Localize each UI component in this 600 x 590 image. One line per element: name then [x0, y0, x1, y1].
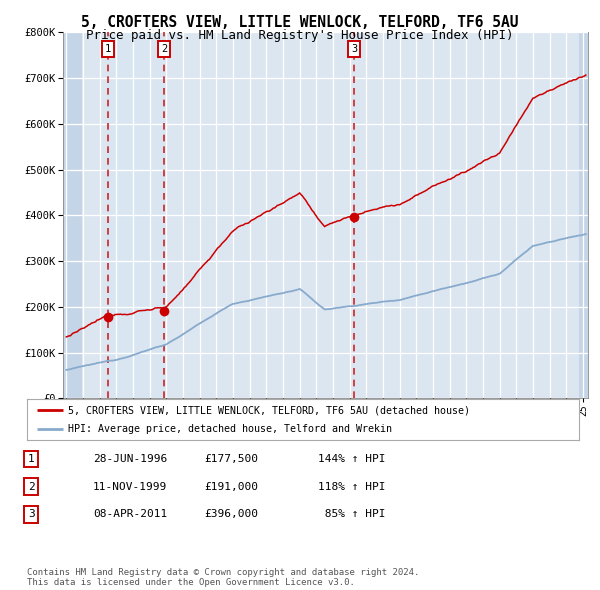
Text: 08-APR-2011: 08-APR-2011 — [93, 510, 167, 519]
Text: 1: 1 — [28, 454, 35, 464]
Bar — [63, 32, 82, 398]
Text: 28-JUN-1996: 28-JUN-1996 — [93, 454, 167, 464]
Text: 118% ↑ HPI: 118% ↑ HPI — [318, 482, 386, 491]
Text: 3: 3 — [351, 44, 357, 54]
Text: 3: 3 — [28, 510, 35, 519]
Text: 5, CROFTERS VIEW, LITTLE WENLOCK, TELFORD, TF6 5AU (detached house): 5, CROFTERS VIEW, LITTLE WENLOCK, TELFOR… — [68, 405, 470, 415]
Text: 5, CROFTERS VIEW, LITTLE WENLOCK, TELFORD, TF6 5AU: 5, CROFTERS VIEW, LITTLE WENLOCK, TELFOR… — [81, 15, 519, 30]
Text: 11-NOV-1999: 11-NOV-1999 — [93, 482, 167, 491]
Bar — [108, 32, 164, 398]
Text: 2: 2 — [28, 482, 35, 491]
Text: 1: 1 — [105, 44, 111, 54]
Text: 2: 2 — [161, 44, 167, 54]
Text: Contains HM Land Registry data © Crown copyright and database right 2024.
This d: Contains HM Land Registry data © Crown c… — [27, 568, 419, 587]
Text: £396,000: £396,000 — [204, 510, 258, 519]
Text: £177,500: £177,500 — [204, 454, 258, 464]
Text: Price paid vs. HM Land Registry's House Price Index (HPI): Price paid vs. HM Land Registry's House … — [86, 30, 514, 42]
Text: HPI: Average price, detached house, Telford and Wrekin: HPI: Average price, detached house, Telf… — [68, 424, 392, 434]
Text: 144% ↑ HPI: 144% ↑ HPI — [318, 454, 386, 464]
Text: 85% ↑ HPI: 85% ↑ HPI — [318, 510, 386, 519]
Text: £191,000: £191,000 — [204, 482, 258, 491]
Bar — [579, 32, 588, 398]
